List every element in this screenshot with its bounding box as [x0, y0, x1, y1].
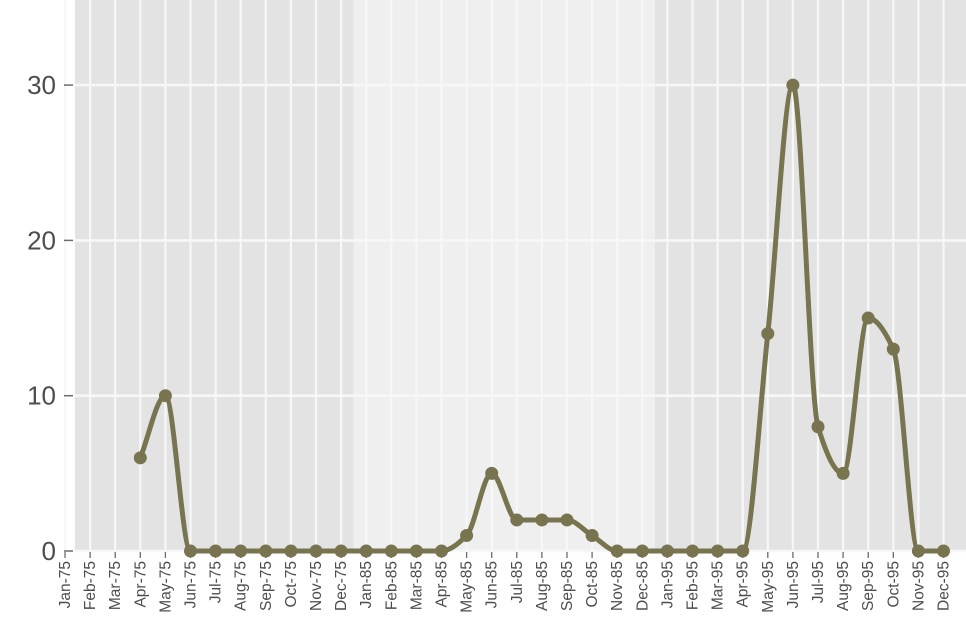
data-point [510, 513, 524, 527]
x-tick-label: Dec-85 [634, 561, 651, 611]
x-axis-ticks: Jan-75 Feb-75 Mar-75 Apr-75 May-75 Jun-75 Jul-… [57, 552, 953, 613]
data-point [911, 544, 925, 558]
x-tick-label: Oct-75 [283, 561, 300, 608]
data-point [133, 451, 147, 465]
data-point [209, 544, 223, 558]
x-tick-label: Dec-95 [936, 561, 953, 611]
x-tick-label: Jun-95 [785, 561, 802, 608]
x-tick-label: Nov-75 [308, 561, 325, 611]
x-tick-label: Feb-95 [685, 561, 702, 610]
x-tick-label: Mar-85 [408, 561, 425, 610]
y-tick-label: 0 [42, 536, 56, 566]
data-point [234, 544, 248, 558]
data-point [836, 466, 850, 480]
data-point [861, 311, 875, 325]
data-point [158, 389, 172, 403]
panel-band-1 [75, 0, 354, 551]
data-point [761, 327, 775, 341]
x-tick-label: May-75 [157, 561, 174, 613]
y-tick-label: 10 [27, 381, 56, 411]
data-point [635, 544, 649, 558]
x-tick-label: Oct-95 [885, 561, 902, 608]
x-tick-label: Dec-75 [333, 561, 350, 611]
x-tick-label: May-95 [760, 561, 777, 613]
x-tick-label: Jul-85 [509, 561, 526, 603]
x-tick-label: Aug-95 [835, 561, 852, 611]
data-point [886, 342, 900, 356]
panel-band-2 [353, 0, 655, 551]
data-point [736, 544, 750, 558]
x-tick-label: Aug-75 [233, 561, 250, 611]
series-points [133, 78, 950, 558]
x-tick-label: Apr-95 [735, 561, 752, 608]
x-tick-label: Apr-75 [132, 561, 149, 608]
y-axis-ticks: 0 10 20 30 [27, 70, 73, 566]
data-point [786, 78, 800, 92]
data-point [811, 420, 825, 434]
data-point [585, 528, 599, 542]
x-tick-label: Aug-85 [534, 561, 551, 611]
x-tick-label: Apr-85 [434, 561, 451, 608]
x-tick-label: Sep-95 [860, 561, 877, 611]
data-point [937, 544, 950, 558]
data-point [610, 544, 624, 558]
data-point [309, 544, 323, 558]
data-point [334, 544, 348, 558]
data-point [535, 513, 549, 527]
x-tick-label: Nov-95 [910, 561, 927, 611]
x-tick-label: Nov-85 [609, 561, 626, 611]
x-tick-label: Sep-85 [559, 561, 576, 611]
data-point [359, 544, 373, 558]
data-point [560, 513, 574, 527]
x-tick-label: Feb-75 [82, 561, 99, 610]
x-tick-label: Jun-75 [183, 561, 200, 608]
x-tick-label: Jan-85 [358, 561, 375, 608]
panel-bands [75, 0, 966, 551]
x-tick-label: Jun-85 [484, 561, 501, 608]
grid-lines [63, 0, 966, 553]
data-point [485, 466, 499, 480]
data-point [409, 544, 423, 558]
x-tick-label: Jul-95 [810, 561, 827, 603]
data-point [711, 544, 725, 558]
data-point [660, 544, 674, 558]
x-tick-label: Jan-75 [57, 561, 74, 608]
panel-band-3 [654, 0, 966, 551]
x-tick-label: Jan-95 [659, 561, 676, 608]
data-point [460, 528, 474, 542]
x-tick-label: Mar-75 [107, 561, 124, 610]
y-tick-label: 30 [27, 70, 56, 100]
x-tick-label: Sep-75 [258, 561, 275, 611]
x-tick-label: Mar-95 [710, 561, 727, 610]
x-tick-label: Jul-75 [208, 561, 225, 603]
data-point [259, 544, 273, 558]
x-tick-label: Oct-85 [584, 561, 601, 608]
data-point [435, 544, 448, 558]
data-point [686, 544, 699, 558]
data-point [384, 544, 398, 558]
x-tick-label: Feb-85 [383, 561, 400, 610]
y-tick-label: 20 [27, 225, 56, 255]
data-point [184, 544, 197, 558]
x-tick-label: May-85 [459, 561, 476, 613]
data-point [284, 544, 298, 558]
